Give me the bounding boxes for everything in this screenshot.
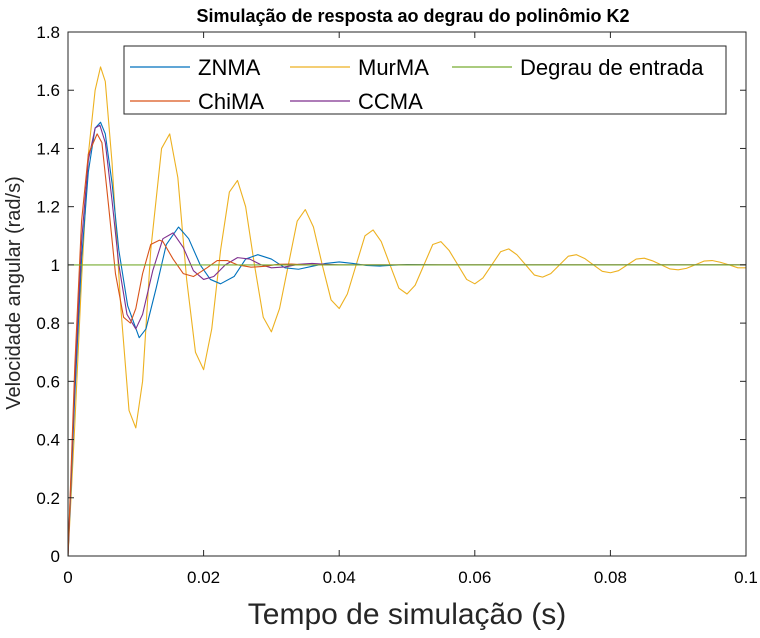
x-tick-label: 0 (63, 568, 72, 587)
legend-label-degrau-de-entrada: Degrau de entrada (520, 55, 704, 80)
x-tick-label: 0.02 (187, 568, 220, 587)
y-tick-label: 0 (51, 547, 60, 566)
x-axis-ticks: 0 0.02 0.04 0.06 0.08 0.1 (63, 32, 758, 587)
y-axis-label: Velocidade angular (rad/s) (3, 176, 25, 409)
series-line-murma (68, 66, 746, 556)
plot-area: 0 0.02 0.04 0.06 0.08 0.1 0 0.2 0.4 0.6 0.8 1 1.2 1.… (36, 23, 757, 587)
y-tick-label: 0.4 (36, 431, 60, 450)
legend-label-ccma: CCMA (358, 89, 423, 114)
series-layer (68, 66, 746, 556)
chart-title: Simulação de resposta ao degrau do polin… (196, 6, 629, 26)
legend-label-znma: ZNMA (198, 55, 261, 80)
x-tick-label: 0.08 (594, 568, 627, 587)
y-tick-label: 1 (51, 256, 60, 275)
legend: ZNMA MurMA Degrau de entrada ChiMA CCMA (123, 45, 727, 115)
y-tick-label: 0.6 (36, 372, 60, 391)
x-tick-label: 0.1 (734, 568, 758, 587)
y-axis-ticks: 0 0.2 0.4 0.6 0.8 1 1.2 1.4 1.6 1.8 (36, 23, 746, 566)
legend-label-murma: MurMA (358, 55, 429, 80)
legend-label-chima: ChiMA (198, 89, 264, 114)
y-tick-label: 1.4 (36, 139, 60, 158)
legend-box (123, 45, 727, 115)
x-axis-label: Tempo de simulação (s) (248, 598, 566, 631)
series-line-degrau-de-entrada (68, 264, 746, 556)
axes-border (67, 31, 747, 557)
x-tick-label: 0.06 (458, 568, 491, 587)
y-tick-label: 1.6 (36, 81, 60, 100)
y-tick-label: 0.8 (36, 314, 60, 333)
axes-frame (67, 31, 747, 557)
y-tick-label: 0.2 (36, 489, 60, 508)
y-tick-label: 1.2 (36, 198, 60, 217)
y-tick-label: 1.8 (36, 23, 60, 42)
x-tick-label: 0.04 (323, 568, 356, 587)
